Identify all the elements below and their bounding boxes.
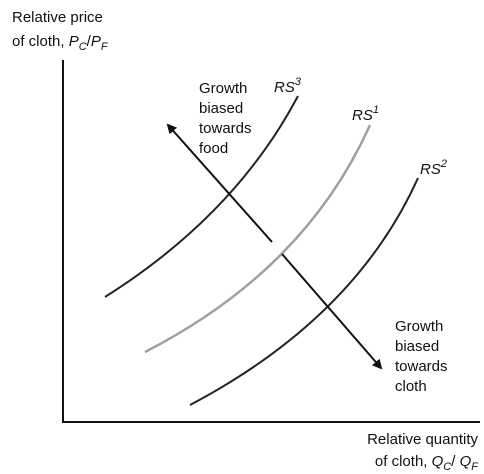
curve-label: RS1 [352,104,379,124]
annotation: biased [395,338,439,355]
x-axis-label: of cloth, QC/ QF [375,453,479,473]
annotation: Growth [395,318,443,335]
annotation: food [199,140,228,157]
y-axis-label: Relative price [12,9,103,26]
rs3-curve [104,95,299,298]
x-axis-label: Relative quantity [367,431,478,448]
rs2-curve [189,177,419,406]
curve-label: RS2 [420,158,447,178]
curve-label: RS3 [274,76,302,96]
annotation: towards [199,120,252,137]
annotation: Growth [199,80,247,97]
arrow-food [166,123,273,243]
y-axis-label: of cloth, PC/PF [12,33,109,53]
annotation: biased [199,100,243,117]
annotation: cloth [395,378,427,395]
arrow-cloth [281,253,383,370]
annotation: towards [395,358,448,375]
rs1-curve [144,124,372,354]
